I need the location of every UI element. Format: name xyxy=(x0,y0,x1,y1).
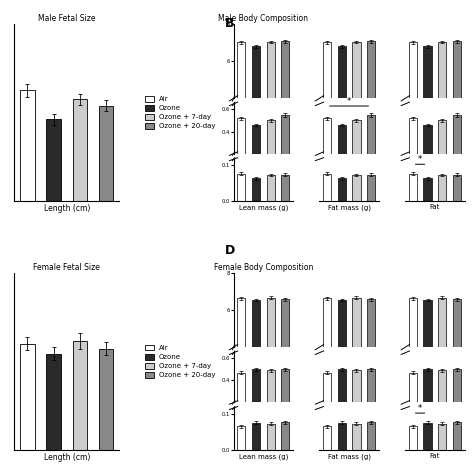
Bar xyxy=(252,369,260,425)
X-axis label: Fat mass (g): Fat mass (g) xyxy=(328,453,371,460)
Bar xyxy=(367,369,375,425)
Bar xyxy=(20,344,35,474)
Bar xyxy=(282,115,290,176)
Bar xyxy=(438,424,447,450)
Bar xyxy=(282,299,290,422)
Bar xyxy=(438,370,447,425)
Bar xyxy=(453,174,461,201)
Bar xyxy=(352,370,361,425)
Title: Female Fetal Size: Female Fetal Size xyxy=(33,263,100,272)
Bar xyxy=(453,41,461,173)
Bar xyxy=(337,125,346,176)
Bar xyxy=(438,42,447,173)
Legend: Air, Ozone, Ozone + 7-day, Ozone + 20-day: Air, Ozone, Ozone + 7-day, Ozone + 20-da… xyxy=(143,343,217,380)
Bar xyxy=(282,422,290,450)
Bar xyxy=(323,373,331,425)
Title: Male Body Composition: Male Body Composition xyxy=(218,14,308,23)
Bar xyxy=(266,298,274,422)
Bar xyxy=(453,115,461,176)
Bar xyxy=(423,300,432,422)
Text: *: * xyxy=(418,404,422,413)
Bar xyxy=(409,118,417,176)
Bar xyxy=(266,42,274,173)
Bar xyxy=(337,46,346,173)
Bar xyxy=(237,118,245,176)
Bar xyxy=(352,424,361,450)
Bar xyxy=(367,299,375,422)
Title: Female Body Composition: Female Body Composition xyxy=(213,263,313,272)
Bar xyxy=(46,119,61,474)
Bar xyxy=(438,175,447,201)
Bar xyxy=(423,125,432,176)
Bar xyxy=(438,120,447,176)
Text: D: D xyxy=(225,244,235,257)
Bar xyxy=(252,125,260,176)
Bar xyxy=(367,174,375,201)
Bar xyxy=(409,427,417,450)
Bar xyxy=(352,175,361,201)
Bar xyxy=(423,46,432,173)
Bar xyxy=(423,369,432,425)
Bar xyxy=(282,41,290,173)
Bar xyxy=(266,175,274,201)
Bar xyxy=(99,349,113,474)
Bar xyxy=(73,341,87,474)
X-axis label: Fat mass (g): Fat mass (g) xyxy=(328,204,371,211)
Bar xyxy=(367,41,375,173)
Text: B: B xyxy=(225,17,235,29)
Bar xyxy=(237,373,245,425)
Bar xyxy=(237,427,245,450)
Bar xyxy=(252,423,260,450)
Bar xyxy=(266,120,274,176)
Bar xyxy=(367,422,375,450)
X-axis label: Length (cm): Length (cm) xyxy=(44,453,90,462)
Bar xyxy=(337,178,346,201)
Bar xyxy=(352,298,361,422)
Bar xyxy=(252,300,260,422)
Bar xyxy=(323,427,331,450)
Bar xyxy=(409,174,417,201)
Bar xyxy=(237,42,245,173)
Bar xyxy=(266,370,274,425)
Bar xyxy=(367,115,375,176)
Bar xyxy=(323,298,331,422)
Bar xyxy=(409,373,417,425)
Bar xyxy=(237,298,245,422)
Bar xyxy=(453,299,461,422)
Bar xyxy=(453,369,461,425)
Bar xyxy=(453,422,461,450)
Bar xyxy=(337,423,346,450)
Bar xyxy=(352,42,361,173)
Bar xyxy=(99,106,113,474)
Bar xyxy=(252,46,260,173)
X-axis label: Length (cm): Length (cm) xyxy=(44,204,90,213)
Bar xyxy=(337,369,346,425)
Bar xyxy=(266,424,274,450)
Bar xyxy=(337,300,346,422)
Bar xyxy=(323,174,331,201)
Bar xyxy=(352,120,361,176)
Bar xyxy=(409,42,417,173)
X-axis label: Lean mass (g): Lean mass (g) xyxy=(238,204,288,211)
Legend: Air, Ozone, Ozone + 7-day, Ozone + 20-day: Air, Ozone, Ozone + 7-day, Ozone + 20-da… xyxy=(143,94,217,131)
Bar xyxy=(409,298,417,422)
Bar xyxy=(438,298,447,422)
Title: Male Fetal Size: Male Fetal Size xyxy=(38,14,95,23)
Text: *: * xyxy=(347,97,351,106)
Bar xyxy=(423,423,432,450)
Bar xyxy=(252,178,260,201)
Text: *: * xyxy=(418,155,422,164)
Bar xyxy=(282,174,290,201)
Bar xyxy=(237,174,245,201)
X-axis label: Lean mass (g): Lean mass (g) xyxy=(238,453,288,460)
X-axis label: Fat: Fat xyxy=(430,453,440,459)
Bar xyxy=(46,354,61,474)
Bar xyxy=(73,99,87,474)
Bar xyxy=(323,42,331,173)
Bar xyxy=(20,91,35,474)
X-axis label: Fat: Fat xyxy=(430,204,440,210)
Bar xyxy=(423,178,432,201)
Bar xyxy=(323,118,331,176)
Bar xyxy=(282,369,290,425)
